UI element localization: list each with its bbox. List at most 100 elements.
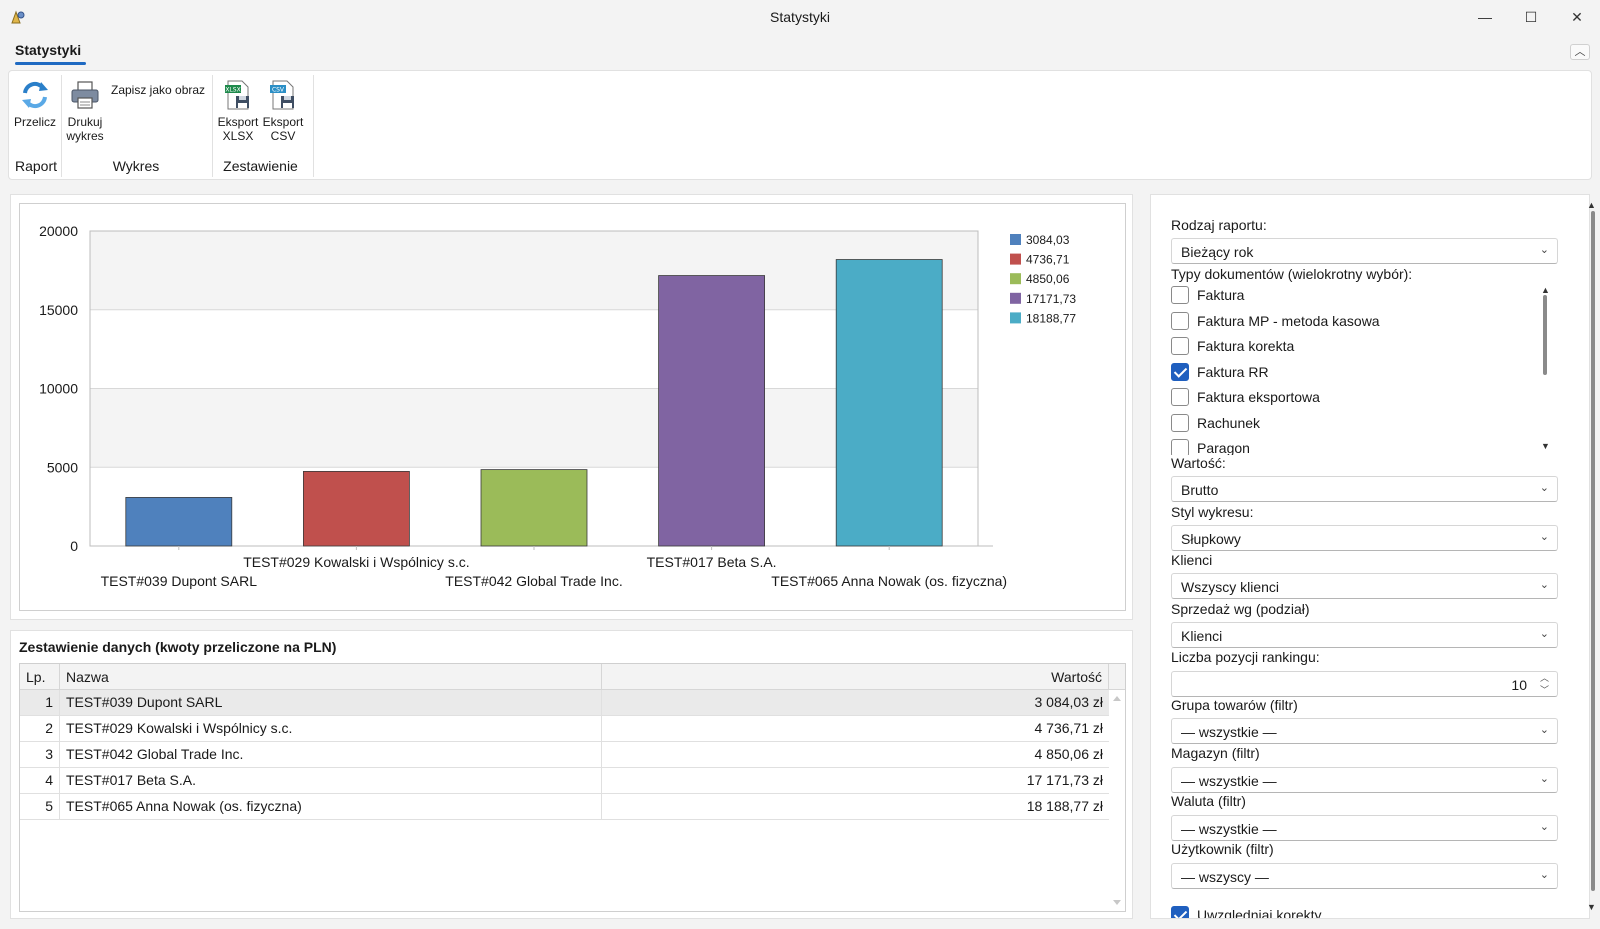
uwzgledniaj-korekty-checkbox[interactable]: Uwzględniaj korekty [1171,903,1531,919]
waluta-value: — wszystkie — [1181,821,1277,837]
title-bar: Statystyki — ☐ ✕ [0,0,1600,34]
cell-wartosc: 3 084,03 zł [1034,694,1104,710]
sprzedaz-label: Sprzedaż wg (podział) [1171,601,1310,617]
cell-nazwa: TEST#017 Beta S.A. [60,768,602,793]
uzytkownik-select[interactable]: — wszyscy — ⌄ [1171,863,1558,889]
liczba-pozycji-value: 10 [1511,677,1527,693]
table-row[interactable]: 1 TEST#039 Dupont SARL 3 084,03 zł [20,690,1109,716]
cell-nazwa: TEST#065 Anna Nowak (os. fizyczna) [60,794,602,819]
cell-lp: 5 [20,794,60,819]
panel-scroll-up-icon[interactable]: ▲ [1587,200,1596,210]
checkbox-box [1171,388,1189,406]
list-scroll-thumb[interactable] [1543,295,1547,375]
xlsx-export-icon: XLSX [225,80,249,110]
styl-wykresu-select[interactable]: Słupkowy ⌄ [1171,525,1558,551]
cell-wartosc: 4 850,06 zł [1034,746,1104,762]
cell-nazwa: TEST#029 Kowalski i Wspólnicy s.c. [60,716,602,741]
minimize-button[interactable]: — [1478,9,1492,25]
legend-swatch [1010,312,1021,324]
table-row[interactable]: 4 TEST#017 Beta S.A. 17 171,73 zł [20,768,1109,794]
chevron-down-icon: ⌄ [1539,482,1549,494]
panel-scroll-down-icon[interactable]: ▼ [1587,902,1596,912]
maximize-button[interactable]: ☐ [1524,8,1538,25]
cell-nazwa: TEST#042 Global Trade Inc. [60,742,602,767]
ribbon-tab-statystyki[interactable]: Statystyki [15,42,82,58]
uwzgledniaj-korekty-label: Uwzględniaj korekty [1197,907,1322,919]
column-header-nazwa[interactable]: Nazwa [60,664,602,690]
bar [125,497,233,547]
styl-wykresu-label: Styl wykresu: [1171,504,1254,520]
document-type-checkbox[interactable]: Rachunek [1171,411,1531,435]
chevron-down-icon: ⌄ [1539,244,1549,256]
checkbox-box [1171,413,1189,432]
eksport-xlsx-button[interactable]: XLSX Eksport XLSX [217,79,259,143]
window-title: Statystyki [770,9,830,25]
klienci-label: Klienci [1171,552,1213,568]
magazyn-label: Magazyn (filtr) [1171,745,1260,761]
legend-label: 4850,06 [1026,272,1070,286]
group-label-wykres: Wykres [112,158,160,174]
sprzedaz-value: Klienci [1181,628,1223,644]
sprzedaz-select[interactable]: Klienci ⌄ [1171,622,1558,648]
ribbon-separator [212,75,213,177]
document-type-label: Faktura MP - metoda kasowa [1197,312,1380,329]
grid-scrollbar[interactable] [1109,690,1125,911]
rodzaj-raportu-select[interactable]: Bieżący rok ⌄ [1171,238,1558,264]
document-type-label: Rachunek [1197,414,1261,431]
list-scroll-down-icon[interactable]: ▼ [1541,441,1550,451]
chevron-down-icon: ⌄ [1539,773,1549,785]
table-row[interactable]: 5 TEST#065 Anna Nowak (os. fizyczna) 18 18… [20,794,1109,820]
grupa-towarow-select[interactable]: — wszystkie — ⌄ [1171,718,1558,744]
waluta-label: Waluta (filtr) [1171,793,1246,809]
drukuj-label-1: Drukuj [67,115,103,129]
document-type-label: Paragon [1197,440,1250,455]
magazyn-select[interactable]: — wszystkie — ⌄ [1171,767,1558,793]
grid-scroll-arrows-icon [1113,696,1121,905]
eksport-xlsx-label-2: XLSX [222,129,254,143]
document-type-checkbox[interactable]: Faktura MP - metoda kasowa [1171,309,1531,333]
eksport-csv-button[interactable]: CSV Eksport CSV [262,79,304,143]
uzytkownik-label: Użytkownik (filtr) [1171,841,1274,857]
y-tick-label: 10000 [39,381,78,397]
list-scroll-up-icon[interactable]: ▲ [1541,285,1550,295]
refresh-icon [22,81,48,109]
chevron-down-icon: ⌄ [1539,724,1549,736]
legend-label: 18188,77 [1026,311,1076,325]
przelicz-label: Przelicz [14,115,57,129]
chevron-down-icon: ⌄ [1539,531,1549,543]
bar [835,259,943,547]
y-tick-label: 20000 [39,223,78,239]
document-type-checkbox[interactable]: Faktura eksportowa [1171,385,1531,409]
data-grid[interactable]: Lp. Nazwa Wartość 1 TEST#039 Dupont SARL 3… [19,663,1126,912]
printer-icon [71,81,99,109]
column-header-wartosc[interactable]: Wartość [602,664,1109,690]
rodzaj-raportu-value: Bieżący rok [1181,244,1254,260]
table-row[interactable]: 2 TEST#029 Kowalski i Wspólnicy s.c. 4 736… [20,716,1109,742]
styl-wykresu-value: Słupkowy [1181,531,1241,547]
przelicz-button[interactable]: Przelicz [14,79,56,129]
ribbon-collapse-button[interactable]: ︿ [1570,44,1590,60]
document-type-checkbox[interactable]: Faktura korekta [1171,334,1531,358]
wartosc-select[interactable]: Brutto ⌄ [1171,476,1558,502]
panel-scroll-thumb[interactable] [1591,211,1595,891]
drukuj-wykres-button[interactable]: Drukuj wykres [65,79,105,143]
waluta-select[interactable]: — wszystkie — ⌄ [1171,815,1558,841]
column-header-lp[interactable]: Lp. [20,664,60,690]
magazyn-value: — wszystkie — [1181,773,1277,789]
document-type-checkbox[interactable]: Faktura RR [1171,360,1531,384]
zapisz-jako-obraz-button[interactable]: Zapisz jako obraz [111,83,206,97]
cell-wartosc: 18 188,77 zł [1026,798,1103,814]
document-type-checkbox[interactable]: Paragon [1171,436,1531,455]
group-label-raport: Raport [14,158,58,174]
typy-dokumentow-label: Typy dokumentów (wielokrotny wybór): [1171,266,1413,282]
klienci-select[interactable]: Wszyscy klienci ⌄ [1171,573,1558,599]
close-button[interactable]: ✕ [1571,8,1583,25]
wartosc-label: Wartość: [1171,455,1226,471]
liczba-pozycji-spinner[interactable]: 10 ︿ ﹀ [1171,671,1558,697]
table-row[interactable]: 3 TEST#042 Global Trade Inc. 4 850,06 zł [20,742,1109,768]
chevron-down-icon: ⌄ [1539,869,1549,881]
document-types-list[interactable]: Faktura Faktura MP - metoda kasowa Faktura… [1171,283,1558,455]
y-tick-label: 5000 [47,459,78,475]
document-type-checkbox[interactable]: Faktura [1171,283,1531,307]
spinner-arrows-icon[interactable]: ︿ ﹀ [1539,673,1549,695]
